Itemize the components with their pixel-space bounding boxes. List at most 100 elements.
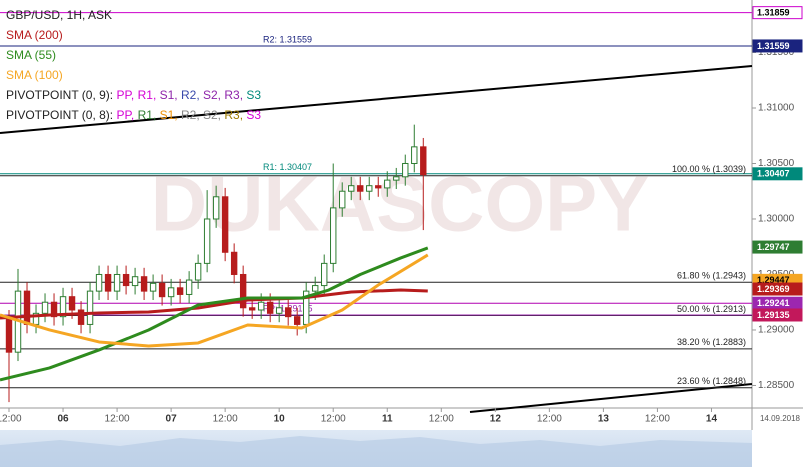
candle-body — [248, 307, 256, 311]
pivot-part: S3 — [246, 88, 261, 102]
candle-body — [293, 316, 301, 325]
x-tick-label: 12 — [490, 414, 502, 425]
candle-body — [86, 290, 94, 325]
legend-title: GBP/USD, 1H, ASK — [6, 8, 112, 22]
date-label: 14.09.2018 — [760, 414, 801, 423]
x-tick-label: 14 — [706, 414, 718, 425]
x-tick-label: 11 — [382, 414, 393, 425]
pivot-part: S1, — [160, 108, 181, 122]
candle-body — [185, 279, 193, 295]
candle-body — [5, 318, 13, 353]
candle-body — [50, 301, 58, 318]
candle-body — [384, 179, 391, 189]
price-badge-label: 1.29241 — [757, 298, 790, 308]
pivot-part: PP, — [116, 88, 137, 102]
candle-body — [221, 196, 229, 253]
candle-body — [176, 287, 184, 295]
price-badge-label: 1.29747 — [757, 242, 790, 252]
price-badge-label: 1.31859 — [757, 8, 790, 18]
price-badge — [752, 39, 803, 53]
navigator-area — [0, 436, 752, 467]
pivot-part: R3, — [224, 88, 246, 102]
candle-body — [366, 185, 373, 192]
trend-line[interactable] — [469, 383, 753, 413]
candle-body — [275, 307, 283, 314]
price-badge-label: 1.29369 — [757, 284, 790, 294]
candle-body — [348, 185, 355, 192]
candle-body — [113, 273, 121, 292]
candle-body — [393, 176, 400, 181]
pivot-part: R3, — [224, 108, 246, 122]
trend-line[interactable] — [0, 65, 753, 134]
pivot-part: R2, — [181, 108, 203, 122]
candle-body — [420, 146, 427, 176]
candle-body — [402, 162, 409, 178]
y-tick-label: 1.31000 — [758, 103, 795, 114]
level-label: 100.00 % (1.3039) — [672, 164, 746, 174]
pivot-part: R1, — [138, 108, 160, 122]
y-tick-label: 1.30500 — [758, 158, 795, 169]
x-tick-label: 12:00 — [645, 414, 670, 425]
candle-body — [140, 276, 148, 292]
pivot-part: S3 — [246, 108, 261, 122]
candle-body — [194, 262, 202, 281]
candle-body — [203, 218, 211, 264]
level-label: R1: 1.30407 — [263, 162, 312, 172]
pivot-prefix: PIVOTPOINT (0, 9): — [6, 88, 116, 102]
candle-body — [230, 251, 238, 275]
candle-body — [131, 276, 139, 287]
candle-body — [41, 301, 49, 314]
pivot-part: S1, — [160, 88, 181, 102]
candle-body — [357, 185, 364, 192]
candle-body — [266, 301, 274, 314]
price-badge — [752, 282, 803, 296]
legend-entry: SMA (100) — [6, 68, 63, 82]
candle-body — [149, 282, 157, 292]
pivot-part: S2, — [203, 88, 224, 102]
candle-body — [330, 207, 337, 264]
candle-body — [239, 273, 247, 309]
pivot-prefix: PIVOTPOINT (0, 8): — [6, 108, 116, 122]
level-label: 61.80 % (1.2943) — [677, 271, 746, 281]
x-tick-label: 12:00 — [537, 414, 562, 425]
price-badge-label: 1.31559 — [757, 41, 790, 51]
x-tick-label: 06 — [57, 414, 69, 425]
level-label: 50.00 % (1.2913) — [677, 304, 746, 314]
candle-body — [375, 185, 382, 189]
legend-pivot: PIVOTPOINT (0, 9): PP, R1, S1, R2, S2, R… — [6, 88, 261, 102]
sma-line — [0, 288, 428, 320]
y-tick-label: 1.29000 — [758, 325, 795, 336]
price-badge-label: 1.29135 — [757, 310, 790, 320]
candle-body — [68, 296, 76, 311]
candle-body — [23, 290, 31, 325]
level-label: R2: 1.31559 — [263, 34, 312, 44]
candle-body — [104, 273, 112, 292]
price-badge-label: 1.29447 — [757, 275, 790, 285]
y-tick-label: 1.31500 — [758, 47, 795, 58]
candle-body — [122, 273, 130, 287]
legend-entry: SMA (55) — [6, 48, 56, 62]
candle-body — [339, 190, 346, 209]
y-tick-label: 1.28500 — [758, 380, 795, 391]
candle-body — [77, 309, 85, 325]
candle-body — [284, 307, 292, 318]
x-tick-label: 07 — [166, 414, 178, 425]
x-tick-label: 13 — [598, 414, 610, 425]
price-badge — [752, 308, 803, 322]
x-tick-label: 12:00 — [213, 414, 238, 425]
candle-body — [158, 282, 166, 298]
x-tick-label: 12:00 — [429, 414, 454, 425]
candle-body — [212, 196, 220, 220]
sma-line — [0, 246, 429, 382]
candle-body — [167, 287, 175, 298]
y-tick-label: 1.30000 — [758, 214, 795, 225]
price-badge — [752, 240, 803, 254]
legend-entry: SMA (200) — [6, 28, 63, 42]
pivot-part: PP, — [116, 108, 137, 122]
candle-body — [257, 301, 265, 311]
x-tick-label: 12:00 — [105, 414, 130, 425]
pivot-part: R2, — [181, 88, 203, 102]
candle-body — [321, 262, 328, 287]
